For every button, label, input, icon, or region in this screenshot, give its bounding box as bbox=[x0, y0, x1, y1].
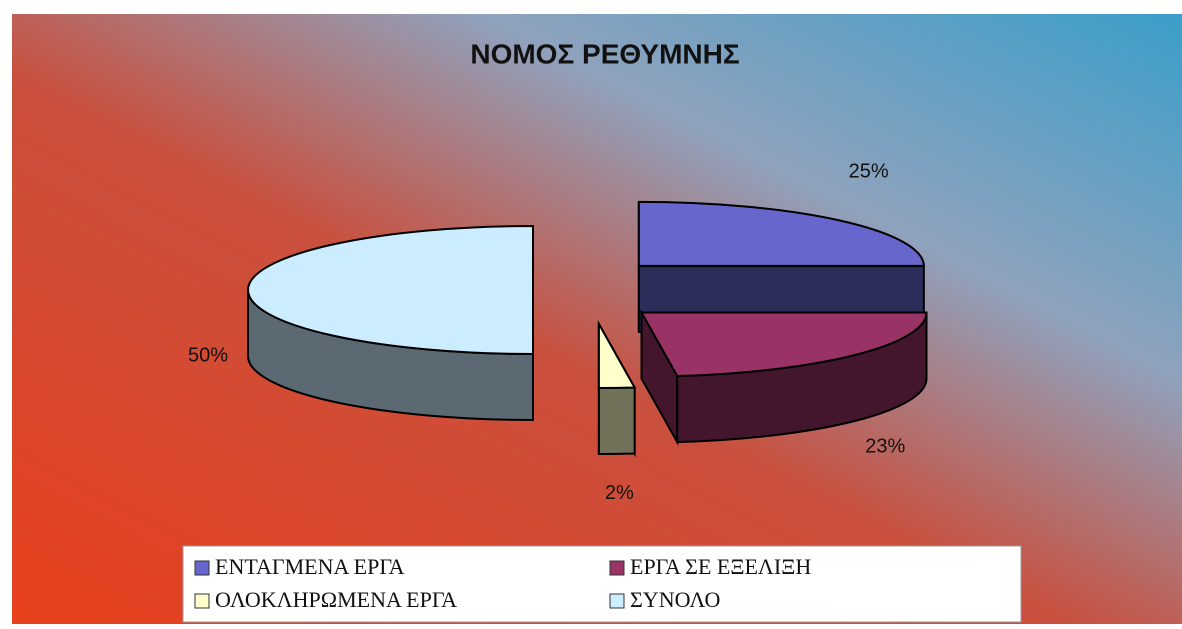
slice-side bbox=[597, 386, 636, 456]
legend-swatch bbox=[194, 593, 210, 609]
legend-label: ΟΛΟΚΛΗΡΩΜΕΝΑ ΕΡΓΑ bbox=[215, 587, 457, 612]
data-label: 23% bbox=[865, 436, 905, 458]
slice-top bbox=[247, 224, 534, 356]
legend-label: ΣΥΝΟΛΟ bbox=[630, 587, 720, 612]
chart-background bbox=[12, 14, 1182, 624]
legend-box bbox=[182, 545, 1022, 623]
slice-top bbox=[637, 200, 925, 267]
pie-slice bbox=[247, 224, 534, 422]
data-label: 2% bbox=[605, 482, 634, 504]
pie-slice bbox=[597, 320, 637, 458]
legend-label: ΕΝΤΑΓΜΕΝΑ ΕΡΓΑ bbox=[215, 554, 405, 579]
slice-top bbox=[597, 320, 637, 390]
legend-swatch bbox=[609, 560, 625, 576]
pie-slice bbox=[639, 308, 928, 446]
data-label: 25% bbox=[849, 161, 889, 183]
data-label: 50% bbox=[188, 344, 228, 366]
legend-label: ΕΡΓΑ ΣΕ ΕΞΕΛΙΞΗ bbox=[630, 554, 811, 579]
slice-top bbox=[639, 311, 928, 378]
legend-swatch bbox=[609, 593, 625, 609]
legend-swatch bbox=[194, 560, 210, 576]
chart-title: ΝΟΜΟΣ ΡΕΘΥΜΝΗΣ bbox=[470, 38, 739, 69]
